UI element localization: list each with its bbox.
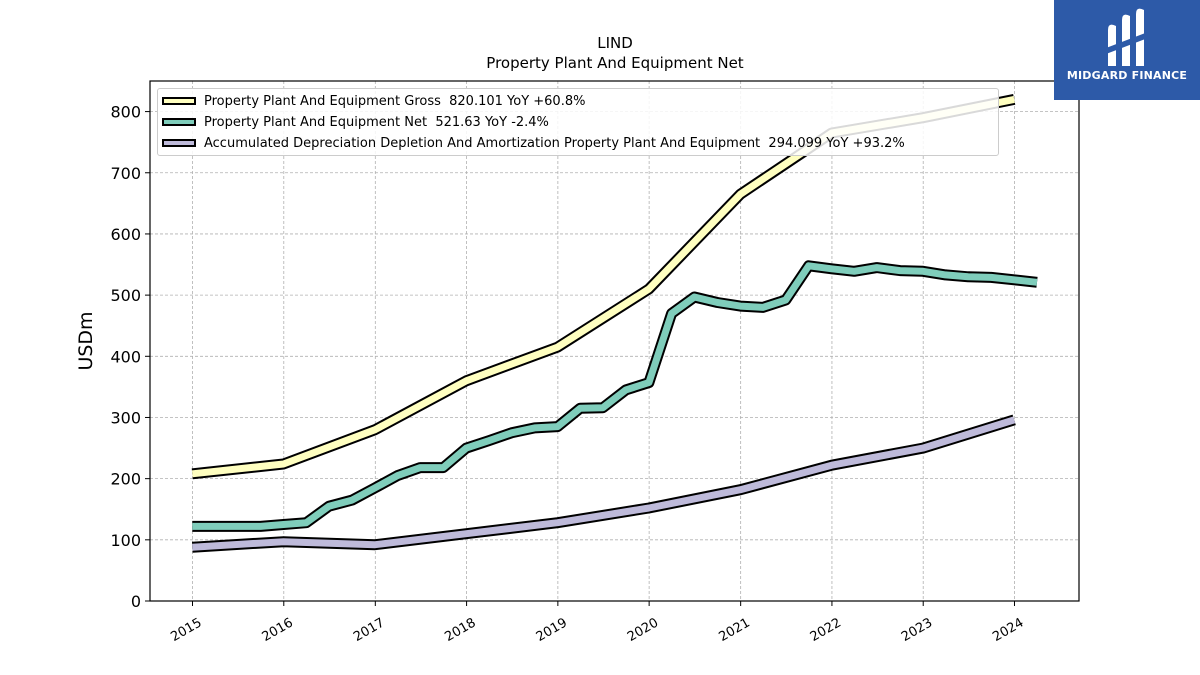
legend-label-depreciation: Accumulated Depreciation Depletion And A… [204,135,905,151]
legend-swatch-depreciation [162,139,196,147]
legend-label-net: Property Plant And Equipment Net 521.63 … [204,114,549,130]
x-tick-label: 2021 [716,615,752,645]
x-tick-label: 2018 [442,615,478,645]
y-tick-label: 600 [110,225,141,244]
y-tick-label: 400 [110,347,141,366]
x-tick-label: 2015 [168,615,204,645]
y-tick-label: 0 [131,592,141,611]
x-tick-label: 2019 [534,615,570,645]
x-tick-label: 2020 [625,615,661,645]
legend-item-net: Property Plant And Equipment Net 521.63 … [162,113,549,131]
plot-frame [149,80,1080,602]
series-line-1 [192,262,1038,530]
chart-title: LIND [597,34,633,52]
y-tick-label: 200 [110,470,141,489]
legend-label-gross: Property Plant And Equipment Gross 820.1… [204,93,586,109]
legend: Property Plant And Equipment Gross 820.1… [157,88,999,156]
legend-swatch-net [162,118,196,126]
chart-subtitle: Property Plant And Equipment Net [486,54,743,72]
y-axis-label: USDm [75,311,97,370]
legend-item-depreciation: Accumulated Depreciation Depletion And A… [162,134,905,152]
x-tick-label: 2023 [899,615,935,645]
legend-item-gross: Property Plant And Equipment Gross 820.1… [162,92,585,110]
y-tick-label: 100 [110,531,141,550]
midgard-finance-logo: MIDGARD FINANCE [1054,0,1200,100]
axes: 0 100 200 300 400 500 600 700 800 2015 2016 2017 201… [110,103,1026,645]
x-tick-label: 2022 [808,615,844,645]
y-tick-label: 700 [110,164,141,183]
legend-swatch-gross [162,97,196,105]
y-tick-label: 500 [110,286,141,305]
y-tick-label: 300 [110,408,141,427]
series-line-2 [192,416,1016,551]
x-tick-label: 2016 [260,615,296,645]
x-tick-label: 2017 [351,615,387,645]
x-tick-label: 2024 [990,615,1026,645]
y-tick-label: 800 [110,103,141,122]
logo-text: MIDGARD FINANCE [1066,69,1188,82]
logo-mark-icon [1106,8,1148,67]
series-outline-2 [191,414,1016,553]
series-layer [191,94,1038,553]
